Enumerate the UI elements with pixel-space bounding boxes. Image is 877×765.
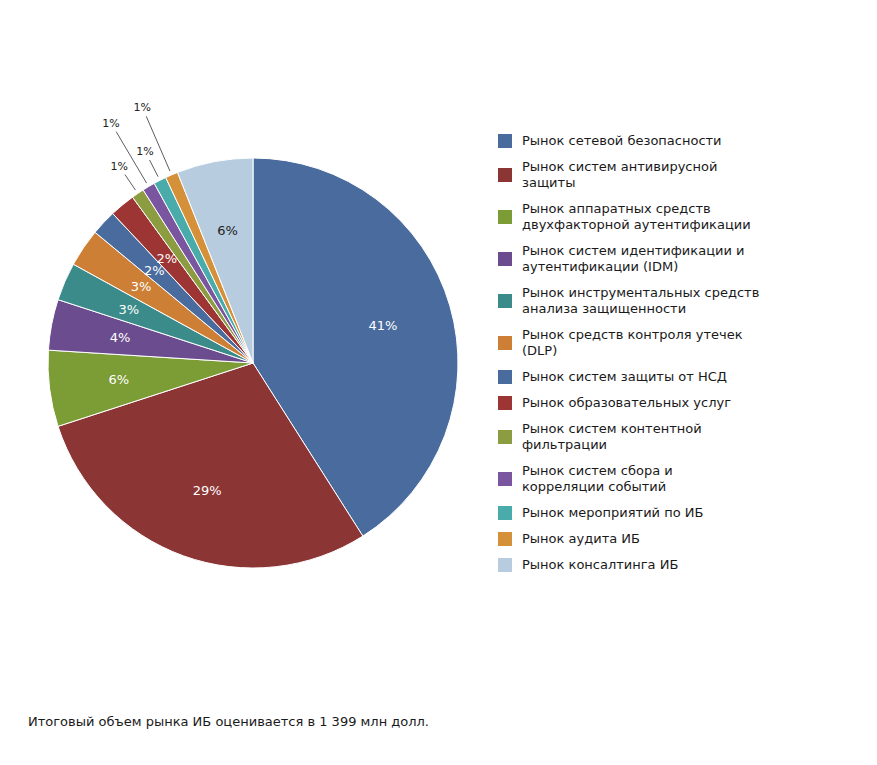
html-text:Рынок систем антивирусной: Рынок систем антивирусной [522, 159, 718, 174]
html-text:Рынок сетевой безопасности: Рынок сетевой безопасности [522, 133, 722, 148]
html-text:Рынок систем защиты от НСД: Рынок систем защиты от НСД [522, 369, 727, 384]
html-text:Рынок консалтинга ИБ: Рынок консалтинга ИБ [522, 557, 679, 572]
html-text:(DLP): (DLP) [522, 343, 558, 358]
html-text:корреляции событий: корреляции событий [522, 479, 667, 494]
html-text:Рынок мероприятий по ИБ: Рынок мероприятий по ИБ [522, 505, 704, 520]
html-text:Рынок систем контентной: Рынок систем контентной [522, 421, 702, 436]
html-text:защиты: защиты [522, 175, 576, 190]
svg-text:1%: 1% [111, 160, 128, 173]
html-text:Рынок аппаратных средств: Рынок аппаратных средств [522, 201, 711, 216]
svg-text:1%: 1% [102, 117, 119, 130]
html-text:Рынок систем сбора и: Рынок систем сбора и [522, 463, 673, 478]
svg-text:29%: 29% [193, 483, 222, 498]
html-text:Рынок инструментальных средств: Рынок инструментальных средств [522, 285, 760, 300]
html-text:Рынок систем идентификации и: Рынок систем идентификации и [522, 243, 745, 258]
html-text:аутентификации (IDM): аутентификации (IDM) [522, 259, 679, 274]
svg-text:1%: 1% [136, 145, 153, 158]
html-text:фильтрации: фильтрации [522, 437, 608, 452]
html-text:анализа защищенности: анализа защищенности [522, 301, 687, 316]
svg-text:3%: 3% [119, 302, 140, 317]
html-text:Итоговый объем рынка ИБ оценив: Итоговый объем рынка ИБ оценивается в 1 … [28, 714, 429, 729]
svg-text:2%: 2% [144, 262, 165, 278]
html-text:Рынок средств контроля утечек: Рынок средств контроля утечек [522, 327, 743, 342]
svg-text:3%: 3% [131, 279, 152, 294]
html-text:Рынок аудита ИБ: Рынок аудита ИБ [522, 531, 640, 546]
svg-text:1%: 1% [134, 101, 151, 114]
svg-text:2%: 2% [156, 251, 177, 266]
html-text:Рынок образовательных услуг: Рынок образовательных услуг [522, 395, 731, 410]
svg-text:6%: 6% [108, 372, 129, 387]
html-text:двухфакторной аутентификации: двухфакторной аутентификации [522, 217, 751, 232]
svg-text:4%: 4% [110, 330, 131, 345]
svg-text:41%: 41% [368, 318, 397, 333]
svg-text:6%: 6% [217, 223, 238, 238]
